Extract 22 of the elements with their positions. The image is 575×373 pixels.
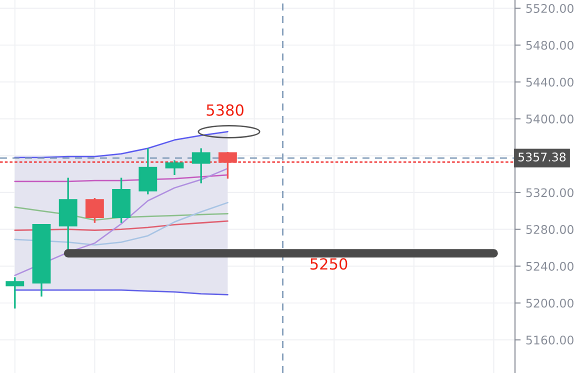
candlestick	[165, 159, 184, 176]
y-tick-label: 5480.00	[526, 40, 574, 50]
y-tick-label: 5400.00	[526, 114, 574, 124]
y-tick-label: 5160.00	[526, 336, 574, 344]
candlestick	[85, 197, 104, 224]
line-series	[14, 174, 228, 182]
annotation: 5250	[310, 258, 348, 270]
ref-line-label: 5357.38	[518, 152, 566, 162]
annotation: 5380	[206, 104, 244, 116]
y-tick-label: 5240.00	[526, 262, 574, 271]
y-tick-label: 5440.00	[526, 78, 574, 87]
candlestick	[192, 147, 210, 184]
line-series	[14, 202, 228, 246]
line-series	[14, 220, 228, 231]
y-tick-label: 5280.00	[526, 225, 574, 234]
y-tick-label: 5320.00	[526, 188, 574, 198]
candlestick	[218, 151, 237, 180]
y-tick-label: 5520.00	[526, 4, 574, 13]
candlestick	[138, 147, 158, 196]
line-series	[14, 131, 228, 158]
y-tick-label: 5200.00	[526, 298, 574, 308]
candlestick	[6, 276, 24, 310]
